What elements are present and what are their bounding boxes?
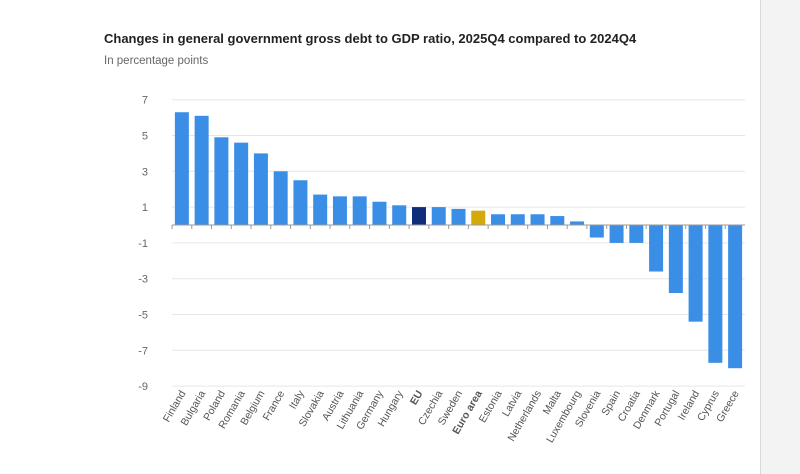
bar-malta: [550, 216, 565, 225]
bar-greece: [728, 225, 743, 369]
bar-estonia: [491, 214, 506, 225]
y-tick-label: 7: [142, 95, 148, 107]
bar-latvia: [510, 214, 525, 225]
bar-czechia: [431, 207, 446, 225]
bar-belgium: [253, 153, 268, 225]
bar-portugal: [668, 225, 683, 294]
chart-subtitle: In percentage points: [104, 55, 209, 67]
y-tick-label: -9: [138, 381, 148, 393]
bar-luxembourg: [570, 221, 585, 225]
x-tick-label: EU: [408, 389, 426, 408]
bar-spain: [609, 225, 624, 243]
bar-cyprus: [708, 225, 723, 363]
bar-slovakia: [313, 194, 328, 225]
bar-germany: [372, 201, 387, 225]
y-tick-label: -1: [138, 238, 148, 250]
bar-croatia: [629, 225, 644, 243]
chart-card: Changes in general government gross debt…: [0, 0, 761, 474]
bar-chart: 7531-1-3-5-7-9FinlandBulgariaPolandRoman…: [138, 95, 745, 445]
bar-france: [273, 171, 288, 225]
y-tick-label: -7: [138, 345, 148, 357]
bar-slovenia: [589, 225, 604, 238]
bar-finland: [174, 112, 189, 225]
y-tick-label: -5: [138, 310, 148, 322]
y-tick-label: 3: [142, 166, 148, 178]
y-tick-label: 1: [142, 202, 148, 214]
chart-title: Changes in general government gross debt…: [104, 31, 637, 46]
bar-ireland: [688, 225, 703, 322]
bar-romania: [234, 142, 249, 225]
bar-denmark: [649, 225, 664, 272]
bar-poland: [214, 137, 229, 225]
bar-eu: [411, 207, 426, 225]
y-tick-label: 5: [142, 131, 148, 143]
bar-lithuania: [352, 196, 367, 225]
bar-euro-area: [471, 210, 486, 225]
bar-netherlands: [530, 214, 545, 225]
bar-italy: [293, 180, 308, 225]
bar-sweden: [451, 208, 466, 225]
bar-bulgaria: [194, 115, 209, 225]
bar-austria: [332, 196, 347, 225]
bar-hungary: [392, 205, 407, 225]
y-tick-label: -3: [138, 274, 148, 286]
